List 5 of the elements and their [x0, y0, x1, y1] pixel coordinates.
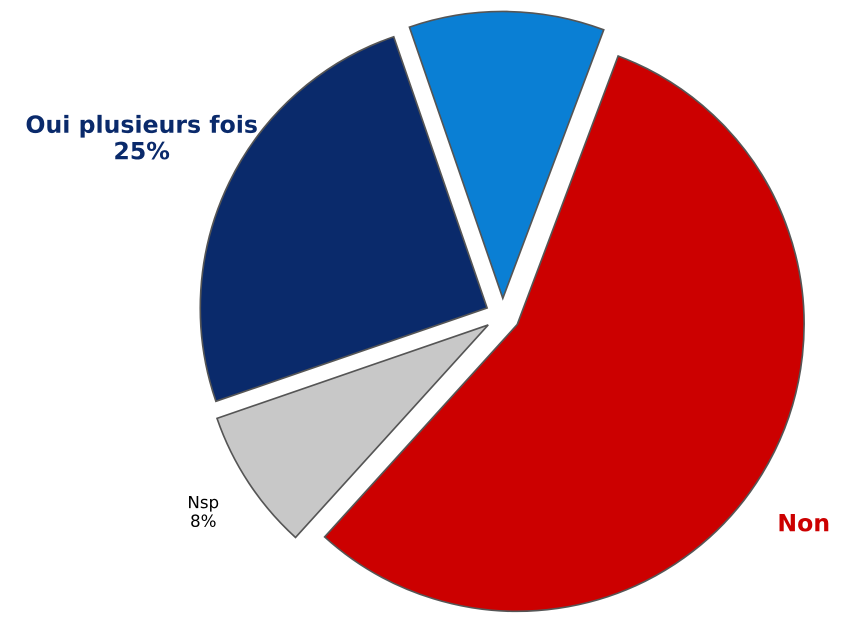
slice-label: Oui plusieurs fois	[26, 114, 257, 138]
slice-label: Non	[780, 514, 828, 532]
data-label: 8%	[191, 514, 216, 528]
data-label: 25%	[115, 142, 170, 160]
slice-label: Nsp	[189, 496, 218, 512]
